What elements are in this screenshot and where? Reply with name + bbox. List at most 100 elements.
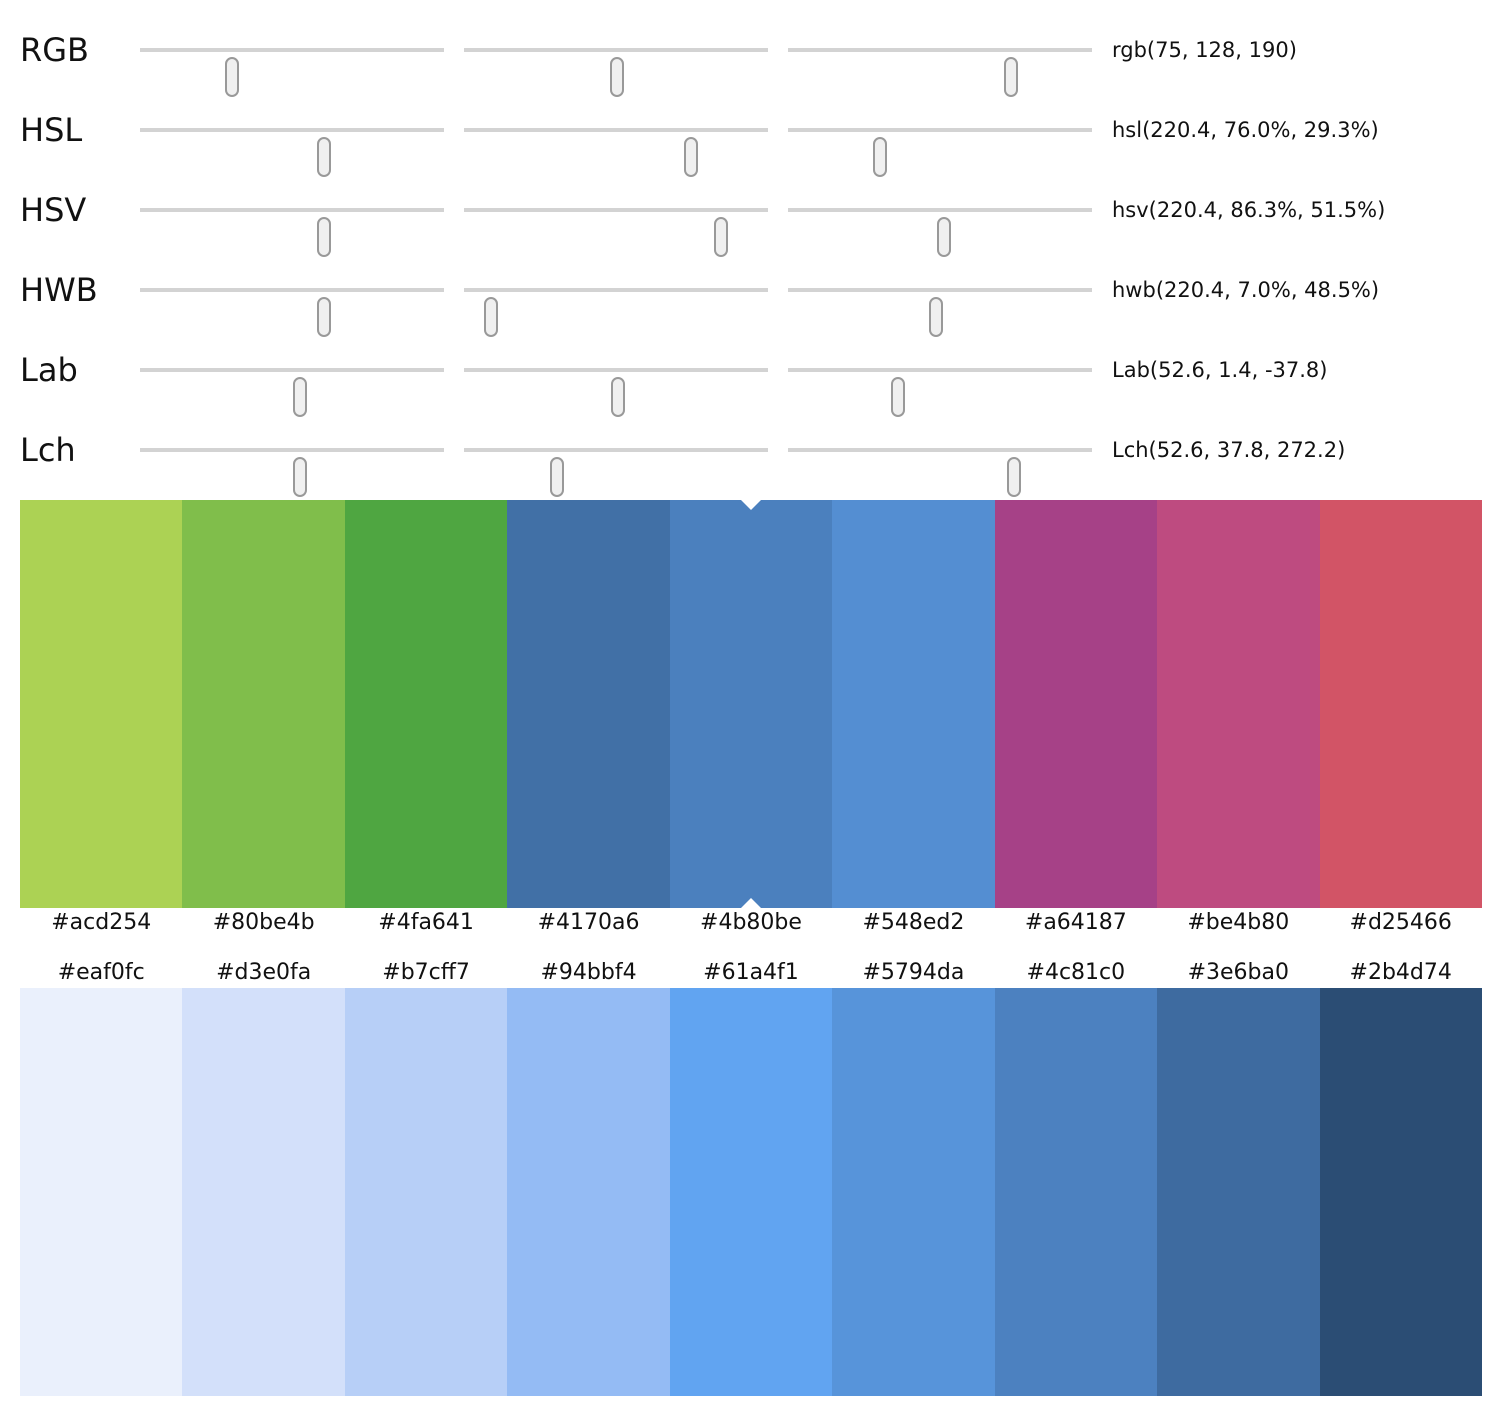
model-row-lch: Lch Lch(52.6, 37.8, 272.2) (0, 420, 1501, 497)
slider-thumb[interactable] (317, 137, 332, 177)
color-swatch[interactable] (182, 988, 345, 1396)
color-swatch[interactable] (832, 988, 995, 1396)
slider[interactable] (140, 20, 444, 97)
harmony-palette (20, 500, 1482, 908)
slider-thumb[interactable] (317, 217, 332, 257)
slider-track[interactable] (788, 288, 1092, 337)
slider-track[interactable] (788, 448, 1092, 497)
swatch-hex-label: #4170a6 (537, 910, 640, 935)
swatch-hex-label: #d3e0fa (216, 960, 312, 985)
slider-thumb[interactable] (225, 57, 240, 97)
slider[interactable] (788, 340, 1092, 417)
slider-thumb[interactable] (609, 57, 624, 97)
slider-thumb[interactable] (317, 297, 332, 337)
slider[interactable] (788, 100, 1092, 177)
harmony-palette-labels: #acd254 #80be4b #4fa641 #4170a6 #4b80be #548e… (20, 910, 1482, 936)
slider[interactable] (464, 20, 768, 97)
slider-track[interactable] (140, 128, 444, 177)
model-row-hwb: HWB hwb(220.4, 7.0%, 48.5%) (0, 260, 1501, 337)
slider[interactable] (140, 260, 444, 337)
slider[interactable] (140, 340, 444, 417)
swatch-hex-label: #d25466 (1349, 910, 1452, 935)
swatch-hex-label: #4c81c0 (1026, 960, 1126, 985)
slider-track[interactable] (140, 288, 444, 337)
color-swatch[interactable] (1319, 988, 1482, 1396)
swatch-hex-label: #eaf0fc (57, 960, 145, 985)
slider-thumb[interactable] (292, 377, 307, 417)
slider-track[interactable] (464, 208, 768, 257)
color-swatch[interactable] (994, 988, 1158, 1396)
slider[interactable] (140, 420, 444, 497)
color-swatch[interactable] (344, 500, 508, 908)
model-label: HSV (20, 191, 87, 229)
slider[interactable] (788, 20, 1092, 97)
swatch-hex-label: #4fa641 (378, 910, 474, 935)
slider[interactable] (464, 260, 768, 337)
slider-track[interactable] (788, 128, 1092, 177)
model-value: Lab(52.6, 1.4, -37.8) (1112, 358, 1328, 382)
slider-thumb[interactable] (890, 377, 905, 417)
model-row-hsl: HSL hsl(220.4, 76.0%, 29.3%) (0, 100, 1501, 177)
slider-thumb[interactable] (550, 457, 565, 497)
model-value: Lch(52.6, 37.8, 272.2) (1112, 438, 1346, 462)
color-swatch[interactable] (832, 500, 995, 908)
slider-track[interactable] (788, 368, 1092, 417)
slider-thumb[interactable] (714, 217, 729, 257)
slider-thumb[interactable] (928, 297, 943, 337)
swatch-hex-label: #a64187 (1024, 910, 1127, 935)
slider[interactable] (464, 100, 768, 177)
slider[interactable] (788, 180, 1092, 257)
model-value: hwb(220.4, 7.0%, 48.5%) (1112, 278, 1380, 302)
color-swatch[interactable] (669, 988, 833, 1396)
model-row-rgb: RGB rgb(75, 128, 190) (0, 20, 1501, 97)
slider-track[interactable] (140, 208, 444, 257)
slider[interactable] (788, 420, 1092, 497)
color-swatch[interactable] (1157, 500, 1320, 908)
slider-thumb[interactable] (1004, 57, 1019, 97)
color-swatch[interactable] (1157, 988, 1320, 1396)
slider[interactable] (464, 420, 768, 497)
color-swatch[interactable] (1319, 500, 1482, 908)
color-swatch[interactable] (20, 988, 183, 1396)
slider-track[interactable] (140, 448, 444, 497)
slider[interactable] (140, 100, 444, 177)
slider-thumb[interactable] (484, 297, 499, 337)
swatch-hex-label: #3e6ba0 (1187, 960, 1289, 985)
color-swatch[interactable] (669, 500, 833, 908)
slider[interactable] (464, 180, 768, 257)
color-swatch[interactable] (507, 500, 670, 908)
swatch-hex-label: #2b4d74 (1349, 960, 1452, 985)
swatch-hex-label: #61a4f1 (703, 960, 799, 985)
slider-track[interactable] (464, 368, 768, 417)
slider-thumb[interactable] (611, 377, 626, 417)
color-swatch[interactable] (20, 500, 183, 908)
shade-palette-labels: #eaf0fc #d3e0fa #b7cff7 #94bbf4 #61a4f1 #5794… (20, 960, 1482, 986)
color-swatch[interactable] (182, 500, 345, 908)
slider-thumb[interactable] (1007, 457, 1022, 497)
slider[interactable] (464, 340, 768, 417)
selected-marker-bottom-icon (741, 898, 761, 908)
slider-track[interactable] (464, 128, 768, 177)
slider-thumb[interactable] (872, 137, 887, 177)
model-value: hsl(220.4, 76.0%, 29.3%) (1112, 118, 1379, 142)
shade-palette (20, 988, 1482, 1396)
swatch-hex-label: #5794da (862, 960, 965, 985)
slider-thumb[interactable] (292, 457, 307, 497)
slider-track[interactable] (464, 448, 768, 497)
slider-track[interactable] (788, 208, 1092, 257)
slider-track[interactable] (140, 48, 444, 97)
slider-thumb[interactable] (937, 217, 952, 257)
color-swatch[interactable] (994, 500, 1158, 908)
color-swatch[interactable] (507, 988, 670, 1396)
slider-track[interactable] (140, 368, 444, 417)
slider-track[interactable] (464, 288, 768, 337)
slider[interactable] (788, 260, 1092, 337)
slider-thumb[interactable] (684, 137, 699, 177)
model-label: Lch (20, 431, 76, 469)
slider[interactable] (140, 180, 444, 257)
slider-track[interactable] (788, 48, 1092, 97)
slider-track[interactable] (464, 48, 768, 97)
model-value: hsv(220.4, 86.3%, 51.5%) (1112, 198, 1386, 222)
color-swatch[interactable] (344, 988, 508, 1396)
model-row-hsv: HSV hsv(220.4, 86.3%, 51.5%) (0, 180, 1501, 257)
